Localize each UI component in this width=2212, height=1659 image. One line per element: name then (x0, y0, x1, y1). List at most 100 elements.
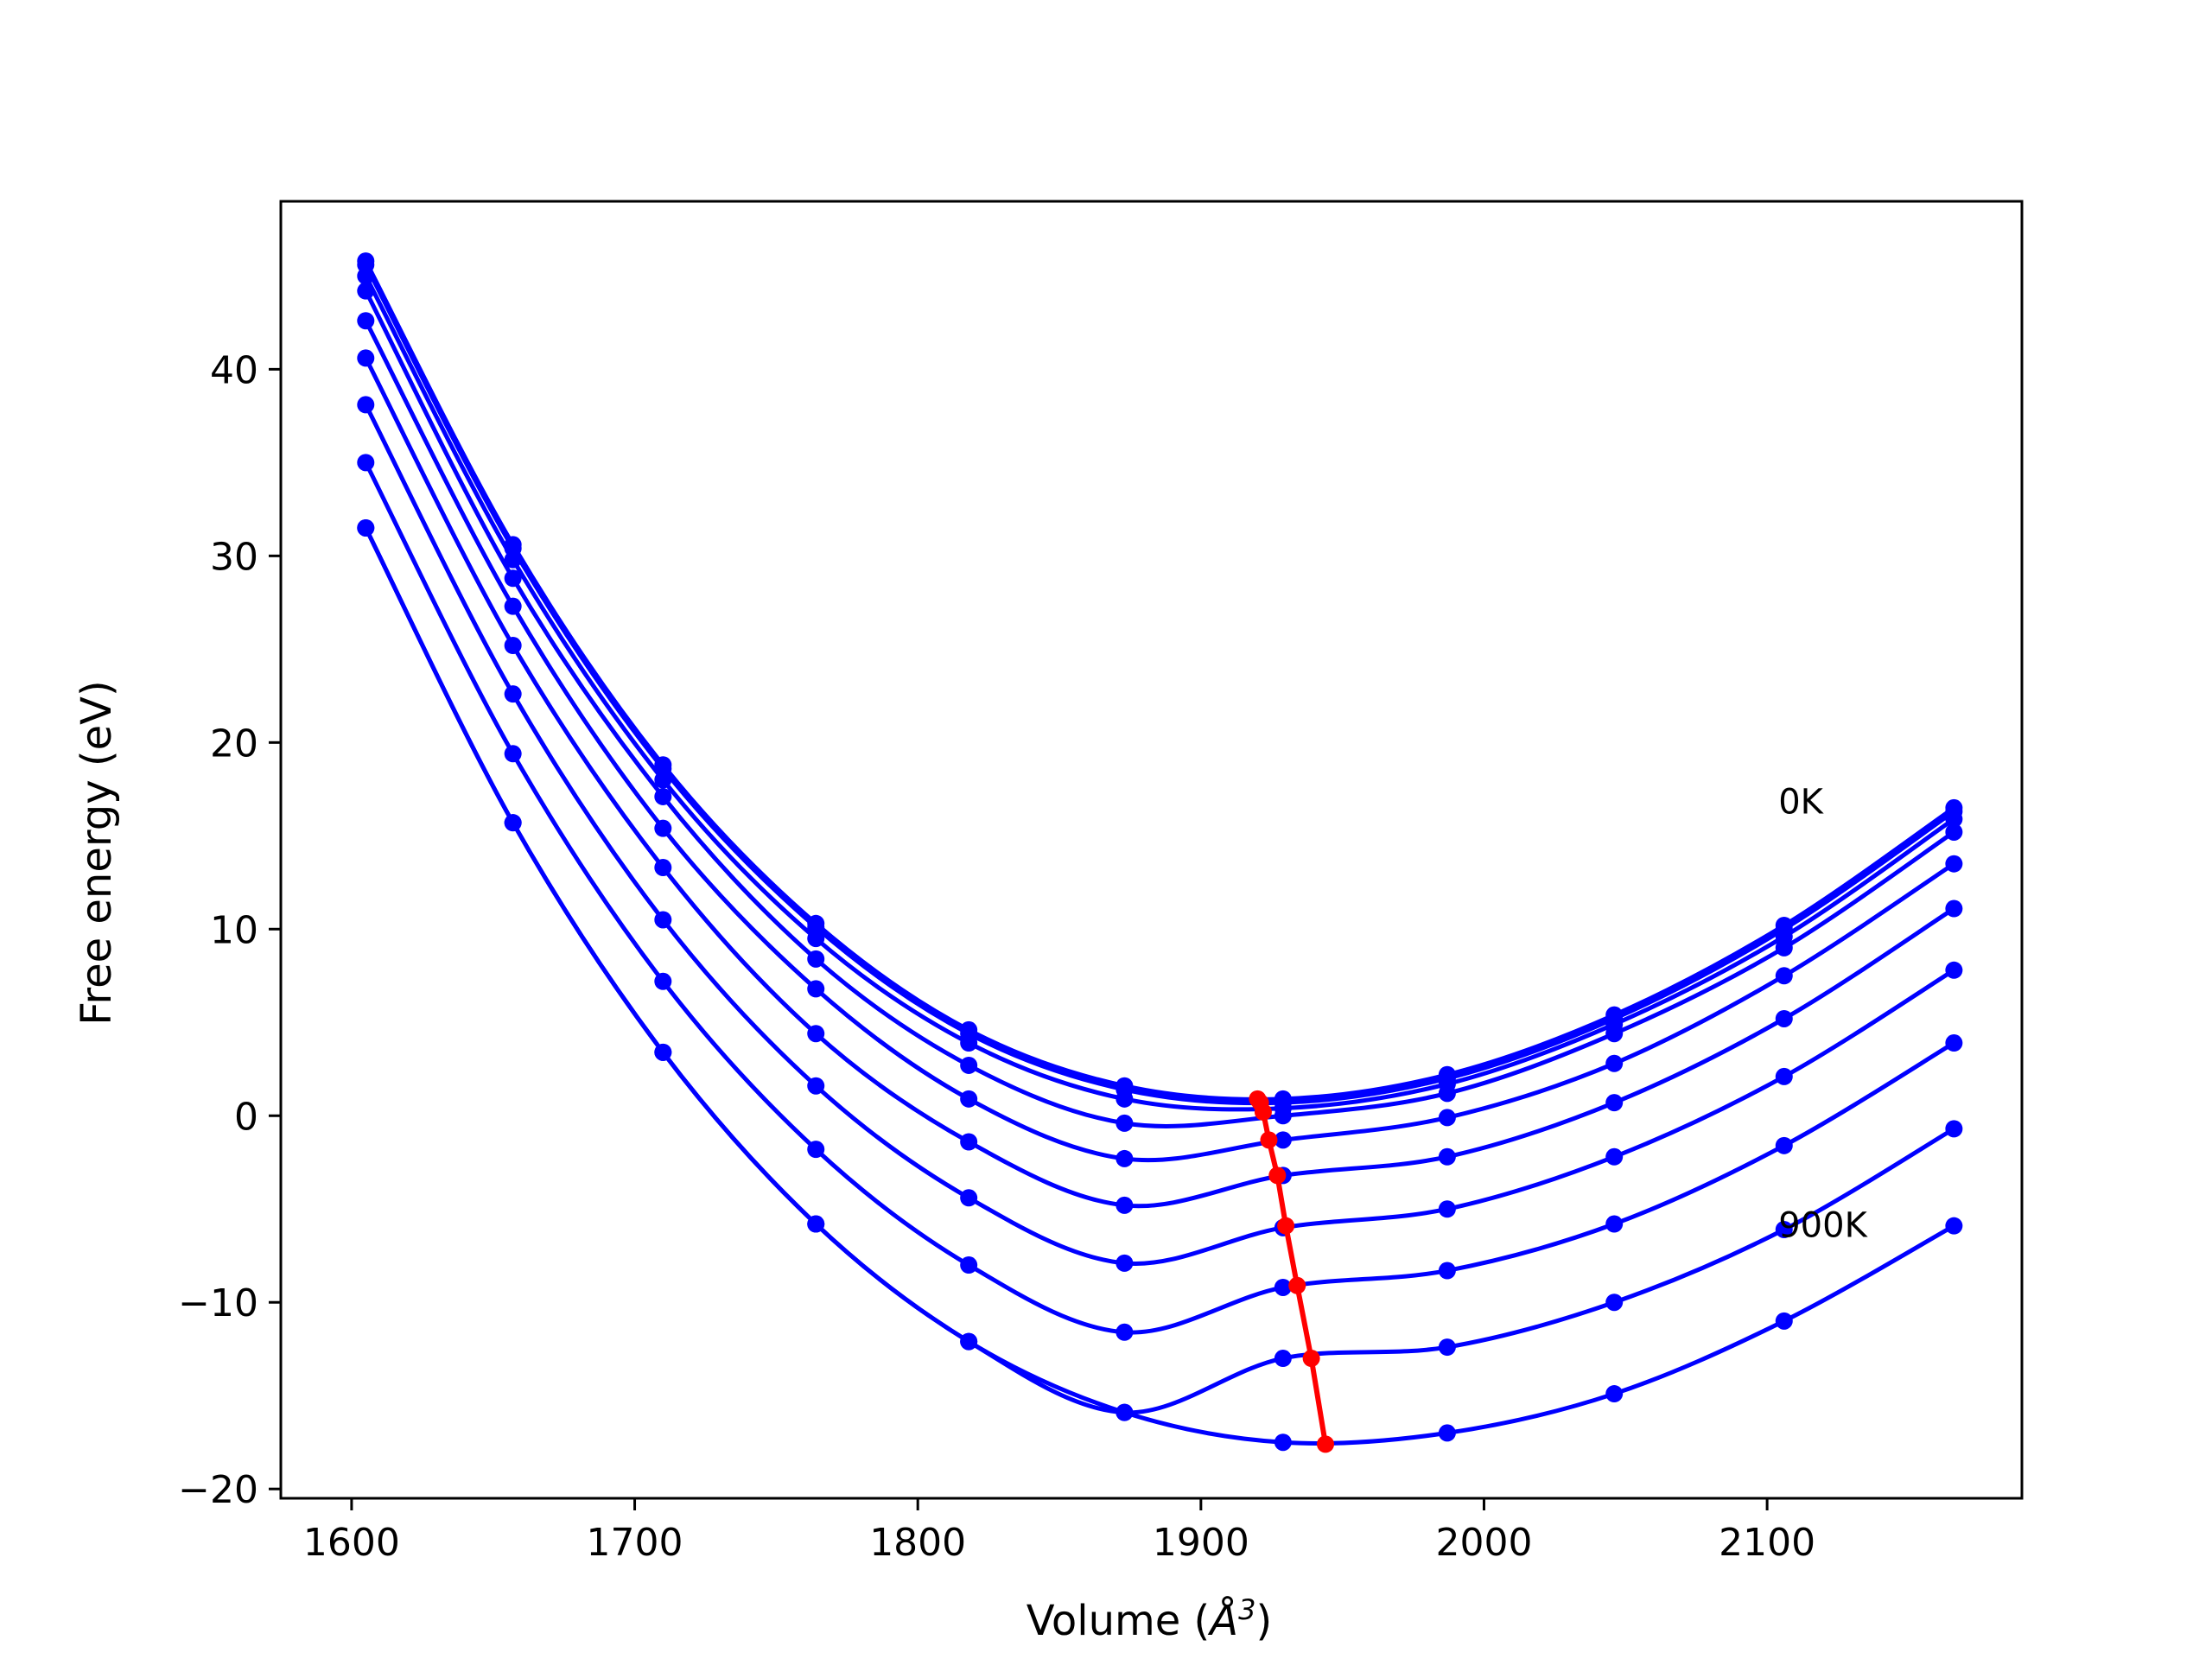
series-5-point-4 (807, 980, 825, 998)
series-4-point-3 (654, 787, 672, 805)
minima-point-9 (1317, 1435, 1334, 1453)
x-tick-label-5: 2000 (1435, 1521, 1532, 1565)
y-tick-label-3: 0 (234, 1095, 258, 1139)
x-axis-title-text: Volume ( (1027, 1597, 1211, 1645)
series-6-point-2 (504, 637, 522, 655)
series-4-point-2 (504, 569, 522, 588)
y-tick-label-4: 10 (210, 908, 258, 952)
series-3-line (364, 275, 1955, 1112)
series-8-point-2 (504, 745, 522, 763)
series-9-point-8 (1438, 1338, 1456, 1357)
x-tick-label-6: 2100 (1719, 1521, 1815, 1565)
series-5-point-9 (1605, 1054, 1624, 1072)
series-10-point-9 (1605, 1385, 1624, 1403)
series-6-line (364, 357, 1955, 1209)
series-4-line (364, 289, 1955, 1128)
series-6-point-8 (1438, 1147, 1456, 1166)
series-7-point-10 (1775, 1067, 1793, 1085)
series-10-line (364, 526, 1955, 1446)
y-tick-label-5: 20 (210, 721, 258, 766)
series-9-point-7 (1274, 1350, 1292, 1368)
series-10-point-5 (960, 1332, 978, 1351)
series-3 (357, 267, 1963, 1117)
series-5-point-7 (1274, 1131, 1292, 1149)
series-8-line (364, 461, 1955, 1335)
series-6-point-3 (654, 859, 672, 877)
series-4-point-8 (1438, 1084, 1456, 1103)
series-8-point-11 (1945, 1034, 1963, 1052)
x-axis-title-unit: Å (1207, 1596, 1238, 1645)
x-tick-label-4: 1900 (1153, 1521, 1249, 1565)
series-10-point-7 (1274, 1433, 1292, 1452)
series-6-point-11 (1945, 899, 1963, 918)
series-5-point-1 (357, 312, 375, 330)
series-10-point-4 (807, 1215, 825, 1233)
x-tick-label-1: 1600 (303, 1521, 400, 1565)
series-7-line (364, 404, 1955, 1266)
series-3-point-3 (654, 771, 672, 789)
series-10-point-2 (504, 814, 522, 832)
series-4-point-4 (807, 950, 825, 968)
series-9-point-11 (1945, 1120, 1963, 1138)
y-tick-label-7: 40 (210, 348, 258, 392)
series-10-point-3 (654, 1043, 672, 1061)
series-8-point-5 (960, 1256, 978, 1274)
x-tick-label-3: 1800 (869, 1521, 966, 1565)
x-axis-title: Volume (Å3) (1027, 1593, 1272, 1645)
series-4-point-1 (357, 282, 375, 300)
annotations: 0K 900K (1778, 782, 1868, 1245)
series-7-point-1 (357, 396, 375, 414)
y-tick-label-1: −20 (178, 1468, 258, 1512)
series-3-point-5 (960, 1034, 978, 1052)
series-5-line (364, 320, 1955, 1163)
series-6-point-9 (1605, 1094, 1624, 1112)
series-3-point-1 (357, 267, 375, 285)
y-axis-title: Free energy (eV) (73, 680, 121, 1025)
minima-point-6 (1277, 1217, 1295, 1235)
series-8-point-9 (1605, 1215, 1624, 1233)
series-7-point-3 (654, 911, 672, 929)
minima-line (1249, 1090, 1334, 1453)
series-7-point-9 (1605, 1147, 1624, 1166)
minima-point-3 (1254, 1103, 1272, 1121)
series-4-point-10 (1775, 938, 1793, 957)
series-10 (357, 518, 1963, 1452)
x-axis-title-exponent: 3 (1238, 1593, 1255, 1626)
series-5-point-2 (504, 597, 522, 615)
series-6-point-6 (1116, 1196, 1134, 1214)
y-tick-label-6: 30 (210, 535, 258, 579)
plot-area (357, 252, 1963, 1453)
axes: 1600 1700 1800 1900 2000 2100 −20 −10 0 10 20 30 40 (178, 200, 2024, 1565)
series-5-point-5 (960, 1090, 978, 1108)
series-9-point-10 (1775, 1221, 1793, 1239)
series-7-point-5 (960, 1189, 978, 1207)
series-4-point-6 (1116, 1114, 1134, 1132)
minima-point-4 (1260, 1131, 1278, 1149)
x-axis-title-close: ) (1255, 1597, 1272, 1645)
series-3-point-4 (807, 930, 825, 948)
series-10-point-8 (1438, 1424, 1456, 1442)
axes-frame (279, 200, 2024, 1500)
series-7-point-11 (1945, 961, 1963, 979)
series-6-point-5 (960, 1133, 978, 1151)
series-3-point-2 (504, 550, 522, 569)
series-5-point-11 (1945, 855, 1963, 873)
series-8-point-7 (1274, 1278, 1292, 1296)
series-5-point-10 (1775, 967, 1793, 985)
series-5-point-8 (1438, 1109, 1456, 1127)
series-8-point-4 (807, 1141, 825, 1159)
series-10-point-6 (1116, 1403, 1134, 1421)
series-8-point-3 (654, 972, 672, 990)
series-6-point-10 (1775, 1009, 1793, 1027)
series-4 (357, 282, 1963, 1132)
series-2-line (364, 264, 1955, 1106)
series-7-point-4 (807, 1077, 825, 1095)
y-tick-label-2: −10 (178, 1281, 258, 1325)
series-8-point-8 (1438, 1262, 1456, 1280)
series-10-point-10 (1775, 1312, 1793, 1330)
series-7-point-2 (504, 685, 522, 703)
series-6-point-1 (357, 349, 375, 367)
series-5-point-3 (654, 819, 672, 837)
minima-point-8 (1302, 1350, 1320, 1368)
